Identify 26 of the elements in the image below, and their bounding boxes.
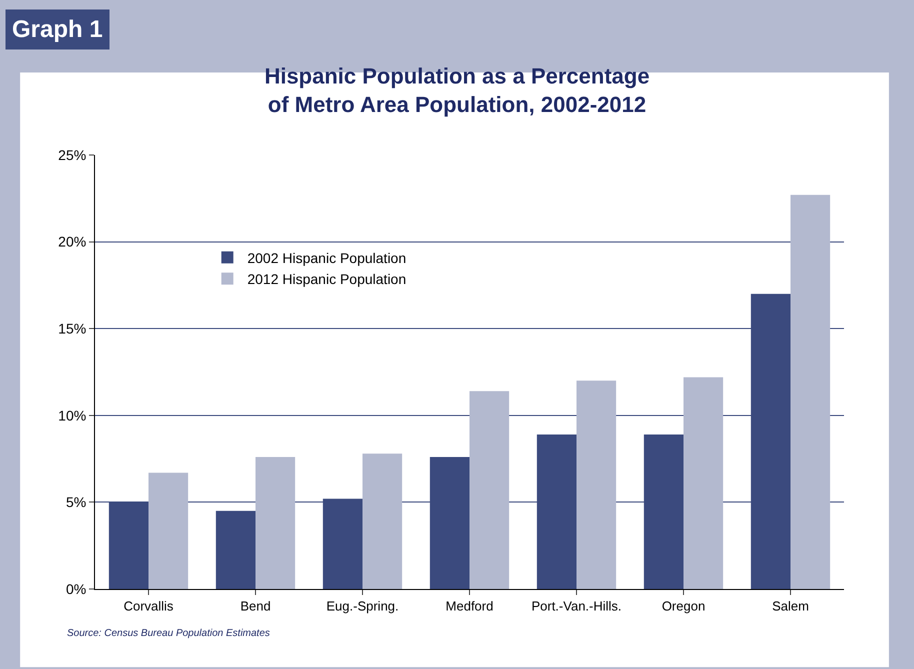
x-tick-label: Corvallis bbox=[124, 598, 174, 614]
y-tick-label: 10% bbox=[58, 407, 86, 424]
legend-label: 2002 Hispanic Population bbox=[247, 250, 406, 266]
caption: Graph 1 bbox=[12, 16, 103, 43]
x-tick-label: Oregon bbox=[662, 598, 706, 614]
bar bbox=[684, 377, 724, 589]
bar bbox=[256, 457, 296, 589]
bar bbox=[470, 391, 510, 589]
bar bbox=[148, 472, 188, 589]
chart-title: Hispanic Population as a Percentage of Metro Area Population, 2002-2012 bbox=[264, 64, 650, 118]
x-tick-label: Medford bbox=[446, 598, 494, 614]
legend-label: 2012 Hispanic Population bbox=[247, 271, 406, 288]
y-tick-label: 0% bbox=[66, 580, 86, 597]
y-tick-label: 25% bbox=[58, 146, 86, 163]
x-tick-label: Eug.-Spring. bbox=[326, 598, 399, 614]
source-note: Source: Census Bureau Population Estimates bbox=[67, 628, 270, 639]
x-tick-label: Salem bbox=[772, 598, 809, 614]
x-tick-label: Port.-Van.-Hills. bbox=[531, 598, 622, 614]
bar bbox=[216, 510, 256, 589]
bar bbox=[790, 194, 830, 589]
bar bbox=[362, 454, 402, 589]
y-tick-label: 20% bbox=[58, 234, 86, 250]
x-tick-label: Bend bbox=[240, 598, 271, 614]
bar bbox=[576, 380, 616, 589]
y-tick-label: 5% bbox=[66, 494, 86, 510]
y-tick-label: 15% bbox=[58, 320, 86, 336]
